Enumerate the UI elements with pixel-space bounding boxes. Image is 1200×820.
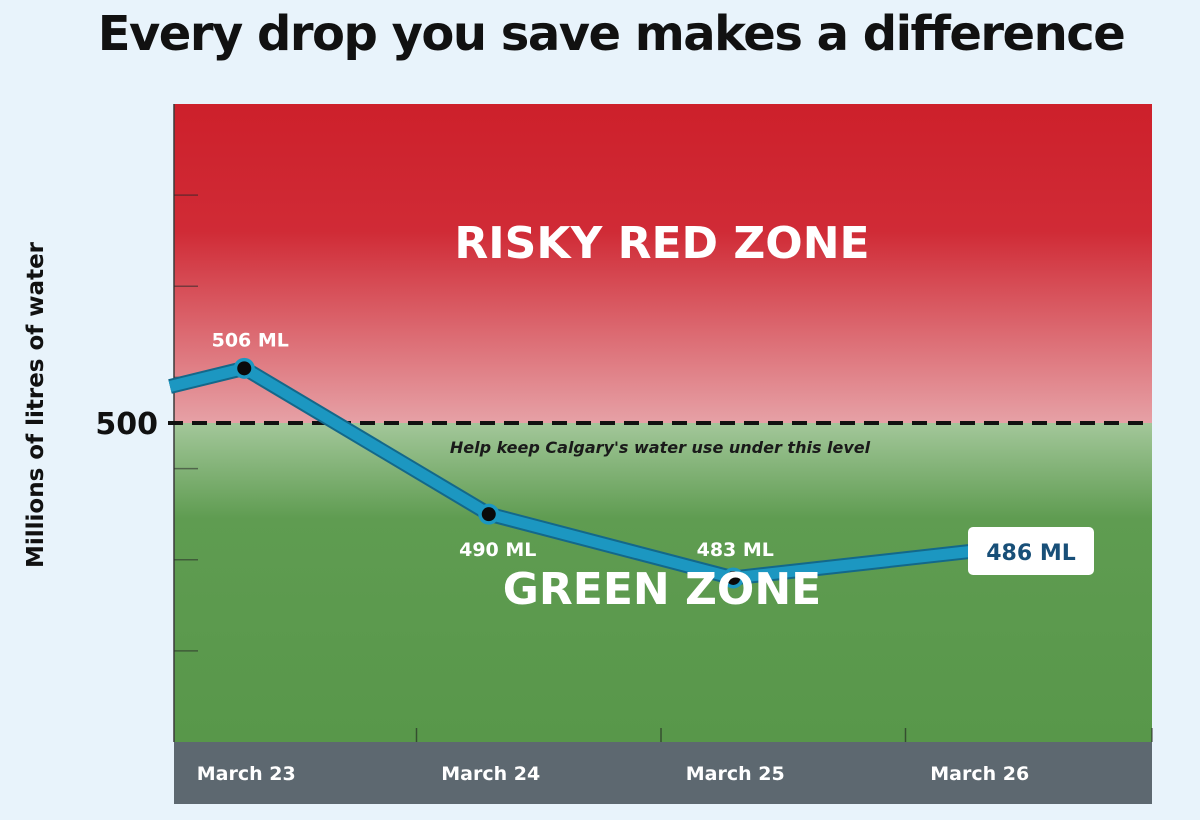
- data-label: 483 ML: [697, 539, 774, 561]
- green-zone-area: [174, 423, 1152, 742]
- chart-title: Every drop you save makes a difference: [97, 6, 1126, 62]
- x-tick-label: March 24: [441, 763, 540, 785]
- labels-layer: RISKY RED ZONE GREEN ZONE 506 ML 490 ML 483 …: [212, 218, 1094, 615]
- x-tick-label: March 25: [686, 763, 785, 785]
- zone-backgrounds: [174, 104, 1152, 742]
- red-zone-area: [174, 104, 1152, 423]
- data-point: [726, 570, 741, 585]
- x-axis-band: [174, 742, 1152, 804]
- x-tick-label: March 23: [197, 763, 296, 785]
- data-point: [481, 507, 496, 522]
- red-zone-label: RISKY RED ZONE: [454, 218, 869, 269]
- axes: March 23 March 24 March 25 March 26: [173, 104, 1153, 804]
- data-label: 490 ML: [459, 539, 536, 561]
- series-layer: [168, 357, 989, 589]
- threshold-layer: 500 Help keep Calgary's water use under t…: [95, 407, 1152, 457]
- data-point: [237, 361, 252, 376]
- x-tick-label: March 26: [930, 763, 1029, 785]
- latest-value-label: 486 ML: [986, 541, 1076, 566]
- threshold-note: Help keep Calgary's water use under this…: [450, 438, 871, 457]
- green-zone-label: GREEN ZONE: [503, 564, 821, 615]
- y-tick-label-500: 500: [95, 407, 158, 442]
- data-label: 506 ML: [212, 329, 289, 351]
- latest-value-callout: [968, 527, 1094, 575]
